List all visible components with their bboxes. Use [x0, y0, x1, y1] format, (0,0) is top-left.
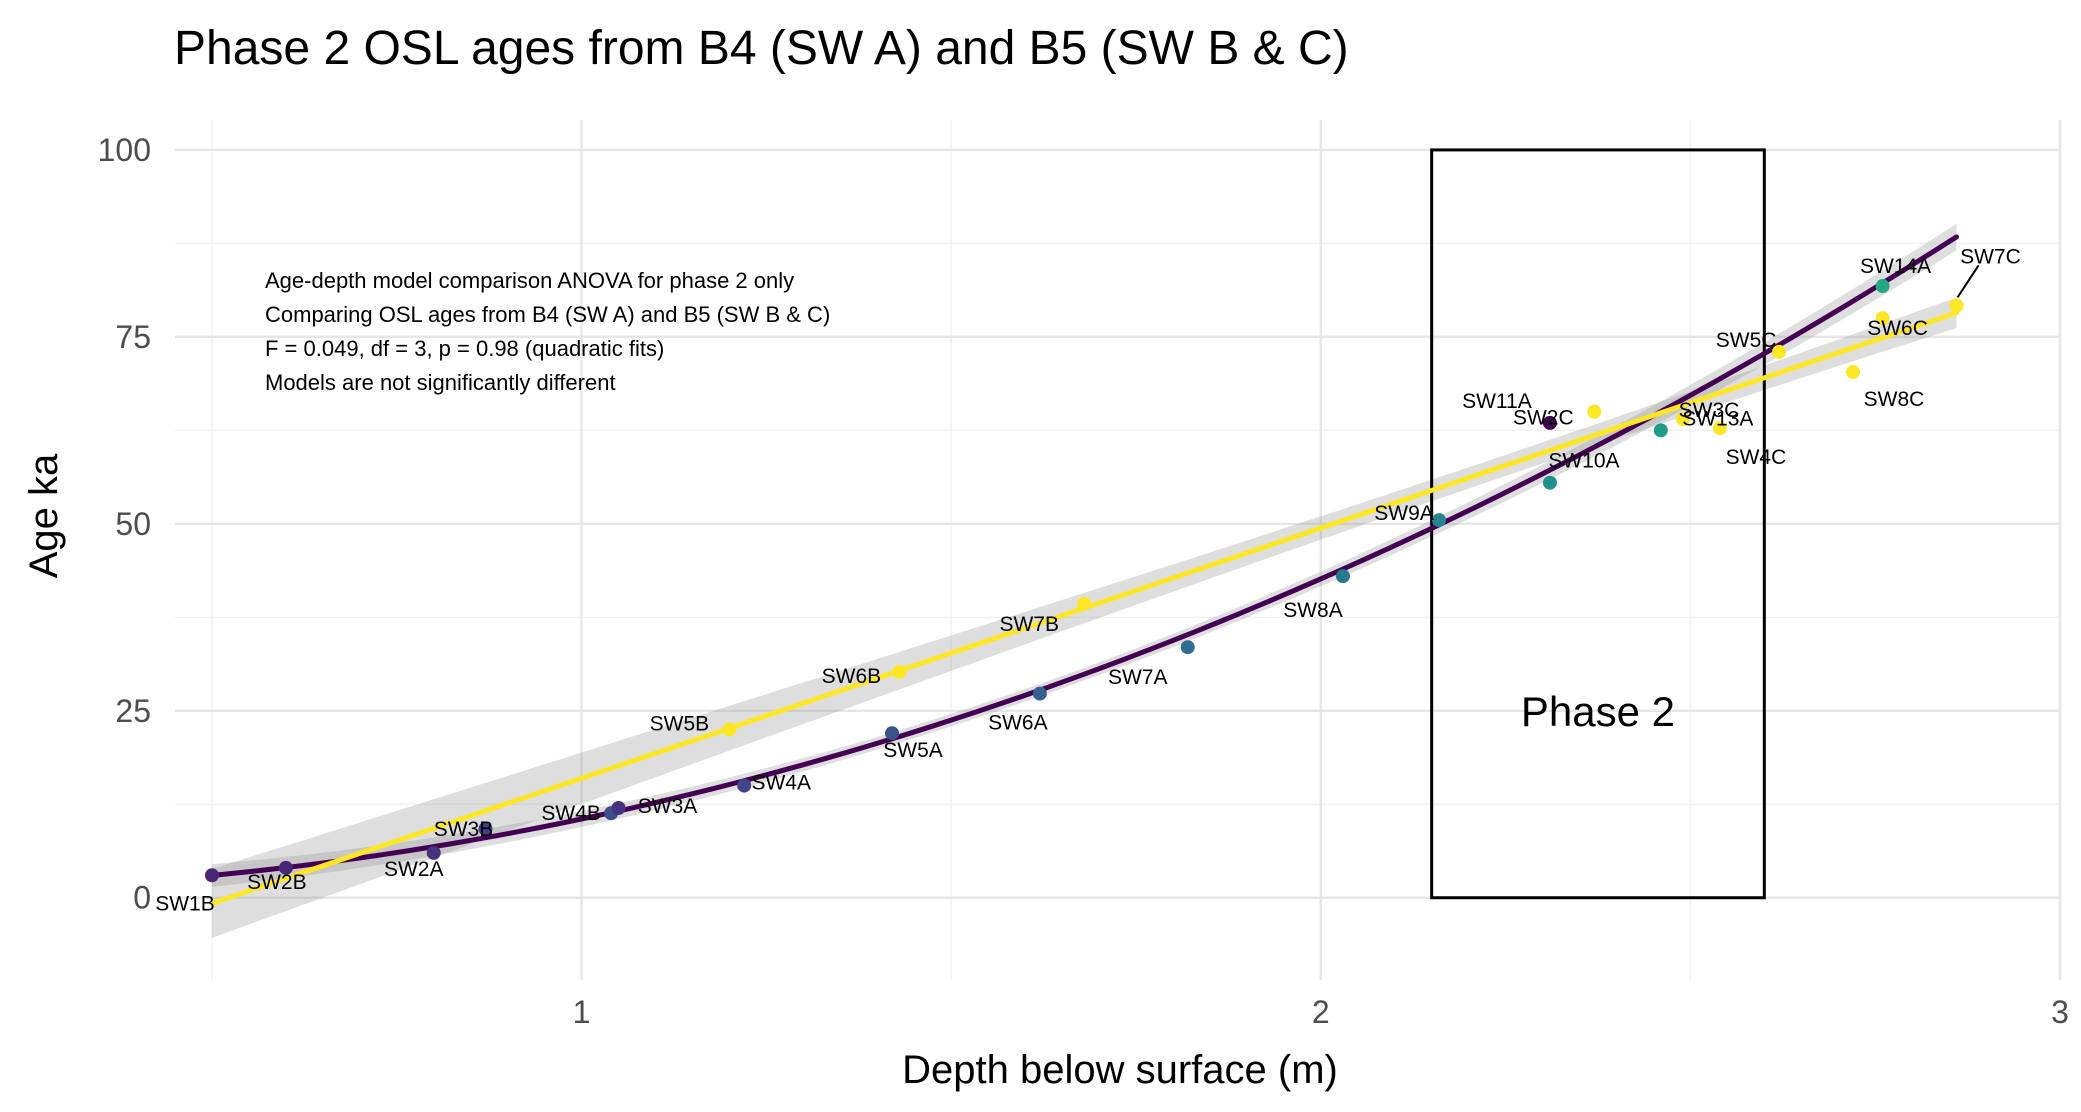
x-axis-title: Depth below surface (m) — [902, 1048, 1338, 1092]
data-point-sw14a — [1875, 279, 1890, 294]
data-point-sw5a — [885, 726, 900, 741]
point-label-sw3b: SW3B — [434, 818, 494, 841]
point-label-sw4a: SW4A — [751, 772, 811, 795]
point-label-sw13a: SW13A — [1682, 407, 1753, 430]
data-point-sw13a — [1653, 423, 1668, 438]
point-label-sw8c: SW8C — [1864, 388, 1925, 411]
annotation-block: Age-depth model comparison ANOVA for pha… — [265, 268, 830, 395]
y-tick-label: 25 — [115, 693, 151, 729]
point-label-sw8a: SW8A — [1283, 599, 1343, 622]
y-tick-label: 50 — [115, 506, 151, 542]
data-point-sw4a — [737, 778, 752, 793]
phase-box — [1430, 148, 1766, 900]
phase-box-group: Phase 2 — [1430, 148, 1766, 900]
data-point-sw3c — [1676, 412, 1690, 427]
y-tick-label: 100 — [98, 132, 151, 168]
data-point-sw8c — [1846, 365, 1861, 380]
data-point-sw5b — [722, 722, 737, 737]
phase-label: Phase 2 — [1521, 688, 1675, 735]
confidence-ribbon-B5 — [211, 297, 1957, 938]
point-label-sw10a: SW10A — [1548, 450, 1619, 473]
point-label-sw7b: SW7B — [999, 613, 1059, 636]
data-point-sw6b — [892, 664, 907, 679]
chart-title: Phase 2 OSL ages from B4 (SW A) and B5 (… — [174, 22, 1349, 75]
point-label-sw7a: SW7A — [1108, 666, 1168, 689]
data-point-sw9a — [1432, 513, 1447, 528]
point-label-sw6b: SW6B — [822, 665, 882, 688]
point-label-sw7c: SW7C — [1960, 245, 2021, 268]
y-axis-title: Age ka — [22, 453, 66, 578]
data-point-sw3b — [478, 821, 493, 836]
point-label-sw2b: SW2B — [247, 871, 307, 894]
point-label-sw9a: SW9A — [1374, 502, 1434, 525]
data-point-sw7b — [1077, 596, 1092, 611]
annotation-line: Age-depth model comparison ANOVA for pha… — [265, 268, 794, 293]
point-label-sw5b: SW5B — [650, 712, 710, 735]
point-label-sw6a: SW6A — [988, 712, 1048, 735]
grid — [175, 120, 2062, 980]
point-label-sw2a: SW2A — [384, 858, 444, 881]
point-label-sw3c: SW3C — [1679, 399, 1740, 422]
data-point-sw7a — [1180, 640, 1195, 655]
data-point-sw8a — [1335, 569, 1350, 584]
point-label-sw5a: SW5A — [883, 739, 943, 762]
point-label-sw5c: SW5C — [1716, 329, 1777, 352]
fit-line-B4 — [209, 234, 1960, 878]
axis-ticks: 1 2 3 0 25 50 75 100 — [98, 132, 2069, 1030]
data-point-sw11a — [1542, 415, 1557, 430]
point-label-sw6c: SW6C — [1867, 317, 1928, 340]
point-label-sw2c: SW2C — [1513, 407, 1574, 430]
point-label-sw3a: SW3A — [638, 795, 698, 818]
x-tick-label: 2 — [1312, 994, 1330, 1030]
data-point-sw2b — [278, 860, 293, 875]
y-tick-label: 75 — [115, 319, 151, 355]
data-point-sw2a — [426, 845, 441, 860]
point-label-sw4c: SW4C — [1726, 446, 1787, 469]
data-point-sw6a — [1032, 686, 1047, 701]
data-point-sw7c — [1949, 298, 1964, 313]
annotation-line: Models are not significantly different — [265, 370, 616, 395]
point-labels: SW1B SW2B SW2A SW3B SW4B SW3A SW4A SW5A SW6A SW7A… — [155, 245, 2021, 915]
annotation-line: Comparing OSL ages from B4 (SW A) and B5… — [265, 302, 830, 327]
point-label-sw14a: SW14A — [1860, 255, 1931, 278]
data-point-sw4c — [1712, 421, 1727, 436]
point-label-sw11a: SW11A — [1462, 390, 1532, 413]
data-points — [204, 279, 1964, 883]
y-tick-label: 0 — [133, 880, 151, 916]
x-tick-label: 3 — [2051, 994, 2069, 1030]
data-point-sw3a — [611, 801, 626, 815]
data-point-sw5c — [1772, 344, 1787, 359]
x-tick-label: 1 — [573, 994, 591, 1030]
data-point-sw6c — [1875, 311, 1890, 326]
confidence-ribbons — [211, 223, 1957, 938]
data-point-sw2c — [1587, 404, 1602, 419]
data-point-sw1b — [204, 868, 219, 883]
point-label-leader — [1956, 264, 1980, 299]
point-label-sw4b: SW4B — [541, 802, 601, 825]
point-label-sw1b: SW1B — [155, 892, 215, 915]
annotation-line: F = 0.049, df = 3, p = 0.98 (quadratic f… — [265, 336, 664, 361]
data-point-sw10a — [1542, 475, 1557, 490]
